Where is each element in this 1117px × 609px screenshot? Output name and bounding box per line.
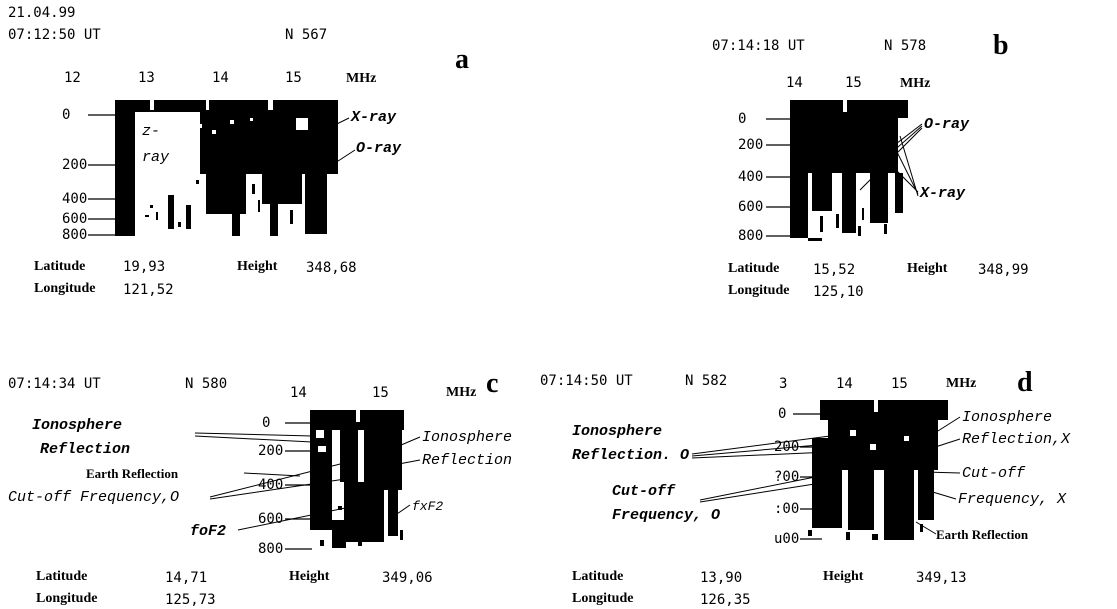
- panel-d-frame-number: N 582: [685, 373, 728, 389]
- leader-lines: [194, 117, 961, 535]
- panel-c-label-fof2: foF2: [190, 523, 227, 540]
- panel-b-time: 07:14:18 UT: [712, 38, 805, 54]
- panel-c-latitude-label: Latitude: [36, 569, 88, 584]
- panel-d-latitude-value: 13,90: [700, 570, 743, 586]
- panel-a-height-label: Height: [237, 259, 278, 274]
- panel-b-longitude-label: Longitude: [728, 283, 790, 298]
- panel-a-label-x-ray: X-ray: [351, 109, 397, 126]
- panel-d-label-ionosphere-left-2: Reflection. O: [572, 447, 690, 464]
- panel-a-time: 07:12:50 UT: [8, 27, 101, 43]
- panel-c-label-ionosphere-left-2: Reflection: [40, 441, 131, 458]
- panel-d-height-value: 349,13: [916, 570, 967, 586]
- panel-d-label-earth-reflection: Earth Reflection: [936, 527, 1029, 542]
- panel-a-freq-tick: 14: [212, 70, 229, 86]
- panel-d-label-cutoff-left-1: Cut-off: [612, 483, 676, 500]
- panel-c-freq-unit: MHz: [446, 385, 477, 400]
- panel-b-height-label: Height: [907, 261, 948, 276]
- panel-d-label-ionosphere-right-1: Ionosphere: [962, 409, 1053, 426]
- panel-a-height-tick: 800: [62, 227, 88, 243]
- panel-c-label-ionosphere-right-2: Reflection: [422, 452, 513, 469]
- panel-c-label-ionosphere-right-1: Ionosphere: [422, 429, 513, 446]
- panel-b-letter: b: [993, 30, 1009, 61]
- panel-c-letter: c: [486, 368, 499, 399]
- panel-c-label-earth-reflection: Earth Reflection: [86, 466, 179, 481]
- panel-d-label-ionosphere-left-1: Ionosphere: [572, 423, 663, 440]
- panel-b-frame-number: N 578: [884, 38, 927, 54]
- panel-c-height-tick: 200: [258, 443, 284, 459]
- panel-d-latitude-label: Latitude: [572, 569, 624, 584]
- panel-c-label-ionosphere-left-1: Ionosphere: [32, 417, 123, 434]
- panel-a-height-tick: 200: [62, 157, 88, 173]
- panel-d-label-ionosphere-right-2: Reflection,X: [962, 431, 1071, 448]
- panel-b-freq-tick: 14: [786, 75, 803, 91]
- panel-c-frame-number: N 580: [185, 376, 228, 392]
- panel-b-height-tick: 200: [738, 137, 764, 153]
- panel-d-freq-tick: 15: [891, 376, 908, 392]
- panel-b-height-tick: 600: [738, 199, 764, 215]
- panel-d-height-tick: 0: [778, 406, 787, 422]
- panel-d-freq-tick: 14: [836, 376, 853, 392]
- panel-d-label-cutoff-right-1: Cut-off: [962, 465, 1026, 482]
- panel-d-label-cutoff-right-2: Frequency, X: [958, 491, 1067, 508]
- panel-b-height-tick: 800: [738, 228, 764, 244]
- panel-c-label-cutoff-frequency: Cut-off Frequency,O: [8, 489, 180, 506]
- panel-c-time: 07:14:34 UT: [8, 376, 101, 392]
- panel-b-freq-unit: MHz: [900, 76, 931, 91]
- panel-a-frame-number: N 567: [285, 27, 328, 43]
- panel-c-height-tick: 400: [258, 477, 284, 493]
- ionogram-speckle: [145, 180, 923, 546]
- panel-d-label-cutoff-left-2: Frequency, O: [612, 507, 721, 524]
- panel-c-latitude-value: 14,71: [165, 570, 208, 586]
- panel-b-latitude-label: Latitude: [728, 261, 780, 276]
- panel-a-freq-tick: 13: [138, 70, 155, 86]
- panel-c-freq-tick: 14: [290, 385, 307, 401]
- panel-d-height-tick: :00: [774, 501, 800, 517]
- panel-a-latitude-label: Latitude: [34, 259, 86, 274]
- panel-c-height-tick: 0: [262, 415, 271, 431]
- panel-d-freq-tick: 3: [779, 376, 788, 392]
- panel-d-height-label: Height: [823, 569, 864, 584]
- panel-a-height-tick: 600: [62, 211, 88, 227]
- panel-a-freq-tick: 12: [64, 70, 81, 86]
- panel-a-height-value: 348,68: [306, 260, 357, 276]
- panel-a-longitude-label: Longitude: [34, 281, 96, 296]
- panel-a-label-z-ray-1: z-: [142, 123, 161, 140]
- panel-c-longitude-value: 125,73: [165, 592, 216, 608]
- ionogram-highlights: [150, 100, 909, 452]
- panel-c-label-fxf2: fxF2: [412, 499, 444, 514]
- panel-a-freq-tick: 15: [285, 70, 302, 86]
- panel-c-longitude-label: Longitude: [36, 591, 98, 606]
- panel-b-freq-tick: 15: [845, 75, 862, 91]
- panel-a-height-tick: 0: [62, 107, 71, 123]
- panel-a-letter: a: [455, 44, 469, 75]
- panel-b-label-x-ray: X-ray: [920, 185, 966, 202]
- panel-c-height-tick: 800: [258, 541, 284, 557]
- panel-c-height-label: Height: [289, 569, 330, 584]
- panel-d-height-tick: ?00: [774, 469, 800, 485]
- panel-b-height-tick: 0: [738, 111, 747, 127]
- panel-a-latitude-value: 19,93: [123, 259, 166, 275]
- panel-d-longitude-label: Longitude: [572, 591, 634, 606]
- panel-a-label-o-ray: O-ray: [356, 140, 402, 157]
- panel-d-time: 07:14:50 UT: [540, 373, 633, 389]
- panel-d-longitude-value: 126,35: [700, 592, 751, 608]
- panel-b-height-value: 348,99: [978, 262, 1029, 278]
- axis-tick-marks: [88, 114, 822, 550]
- panel-a-longitude-value: 121,52: [123, 282, 174, 298]
- panel-d-height-tick: u00: [774, 531, 800, 547]
- panel-d-height-tick: 200: [774, 439, 800, 455]
- panel-b-latitude-value: 15,52: [813, 262, 856, 278]
- panel-b-height-tick: 400: [738, 169, 764, 185]
- panel-a-freq-unit: MHz: [346, 71, 377, 86]
- panel-b-longitude-value: 125,10: [813, 284, 864, 300]
- panel-d-letter: d: [1017, 367, 1033, 398]
- panel-c-freq-tick: 15: [372, 385, 389, 401]
- panel-d-freq-unit: MHz: [946, 376, 977, 391]
- panel-a-label-z-ray-2: ray: [142, 149, 170, 166]
- panel-b-label-o-ray: O-ray: [924, 116, 970, 133]
- date-label: 21.04.99: [8, 5, 76, 21]
- panel-a-height-tick: 400: [62, 191, 88, 207]
- panel-c-height-value: 349,06: [382, 570, 433, 586]
